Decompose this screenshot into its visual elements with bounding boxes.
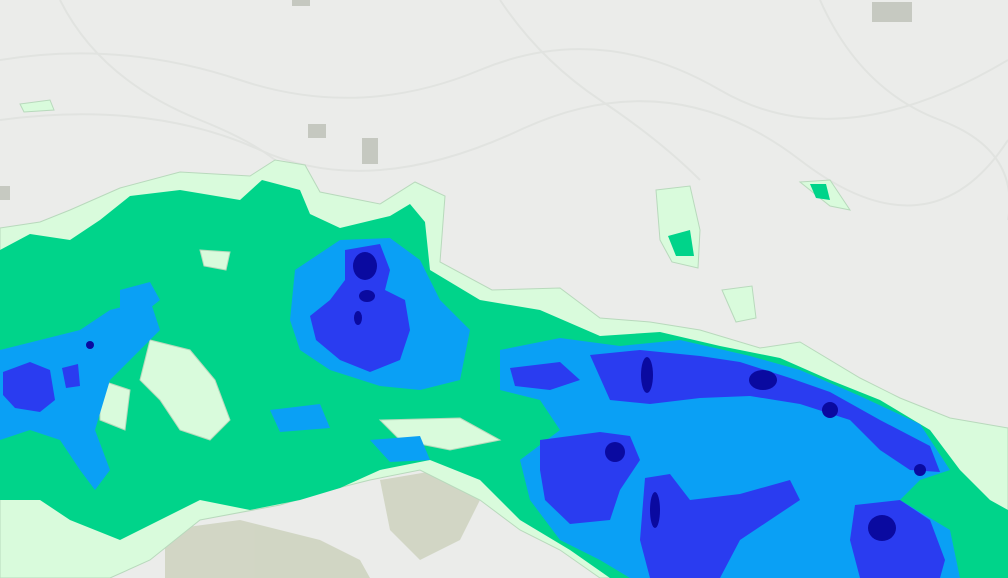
precip-level-5 bbox=[359, 290, 375, 302]
precip-level-5 bbox=[354, 311, 362, 325]
precipitation-overlay bbox=[0, 99, 1008, 578]
precip-level-3 bbox=[0, 300, 160, 490]
urban-patches bbox=[0, 0, 912, 200]
precip-level-5 bbox=[641, 357, 653, 393]
precip-level-5 bbox=[868, 515, 896, 541]
precip-level-4 bbox=[310, 244, 410, 372]
precip-level-2-cell bbox=[810, 184, 830, 200]
precip-level-3 bbox=[120, 282, 160, 312]
precip-level-2-cell bbox=[668, 230, 694, 256]
precip-level-5 bbox=[914, 464, 926, 476]
precip-level-5 bbox=[86, 341, 94, 349]
precip-hole bbox=[199, 249, 231, 271]
precip-level-3 bbox=[370, 436, 430, 462]
precip-level-4 bbox=[3, 362, 55, 412]
precip-level-4 bbox=[510, 362, 580, 390]
precip-level-4 bbox=[640, 474, 800, 578]
precip-level-5 bbox=[605, 442, 625, 462]
precip-level-4 bbox=[590, 350, 940, 472]
precip-level-5 bbox=[822, 402, 838, 418]
precip-level-5 bbox=[353, 252, 377, 280]
precip-level-1-cell bbox=[721, 285, 757, 323]
vegetation-patches bbox=[165, 470, 480, 578]
terrain-texture bbox=[0, 0, 1008, 220]
precip-level-5 bbox=[749, 370, 777, 390]
precip-hole bbox=[139, 339, 231, 441]
precip-level-5 bbox=[650, 492, 660, 528]
precip-level-4 bbox=[62, 364, 80, 388]
precip-level-1-cell bbox=[19, 99, 55, 113]
precip-level-3 bbox=[270, 404, 330, 432]
